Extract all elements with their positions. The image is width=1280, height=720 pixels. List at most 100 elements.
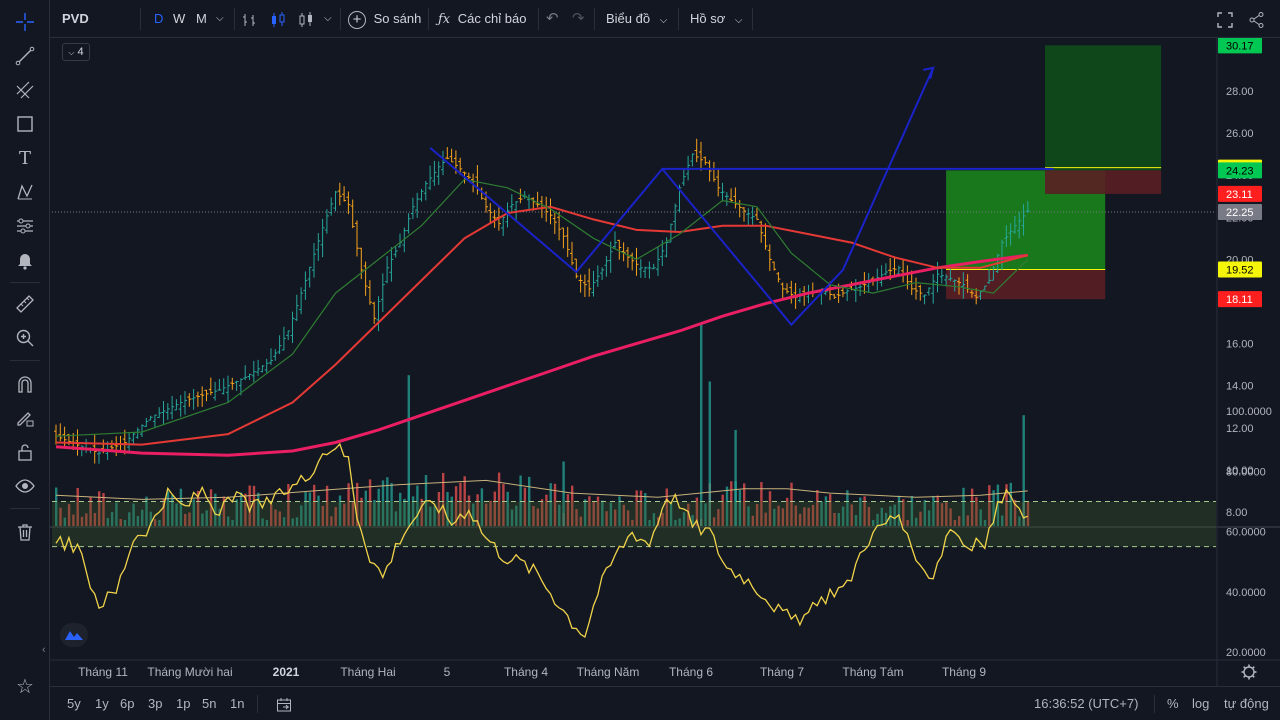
range-1m-button[interactable]: 1p — [176, 696, 191, 711]
zoom-icon[interactable] — [11, 324, 39, 352]
volume-bar — [497, 472, 501, 526]
volume-bar — [837, 513, 840, 526]
volume-bar — [859, 497, 862, 526]
profile-menu-button[interactable]: Hồ sơ ⌵ — [690, 0, 742, 38]
compare-button[interactable]: + So sánh — [348, 0, 421, 38]
indicators-button[interactable]: ƒx Các chỉ báo — [438, 0, 526, 38]
volume-bar — [747, 506, 750, 526]
volume-bar — [63, 517, 66, 526]
gear-tooth — [1251, 674, 1255, 678]
trash-icon[interactable] — [11, 518, 39, 546]
indicator-legend-toggle[interactable]: ⌵ 4 — [62, 43, 90, 61]
interval-dropdown-icon[interactable]: ⌵ — [216, 13, 224, 24]
crosshair-icon[interactable] — [11, 8, 39, 36]
volume-bar — [553, 483, 557, 526]
volume-bar — [76, 487, 79, 526]
rectangle-icon[interactable] — [11, 110, 39, 138]
symbol-label[interactable]: PVD — [62, 11, 89, 26]
price-badge — [1218, 162, 1262, 179]
magnet-icon[interactable] — [11, 370, 39, 398]
share-icon[interactable] — [1248, 0, 1266, 38]
lock-icon[interactable] — [11, 438, 39, 466]
volume-bar — [734, 429, 737, 526]
target-zone-2 — [1045, 45, 1162, 171]
text-icon[interactable]: T — [18, 147, 31, 169]
chevron-down-icon: ⌵ — [659, 15, 668, 26]
volume-bar — [1018, 516, 1021, 526]
eye-icon[interactable] — [11, 472, 39, 500]
volume-bar — [231, 520, 234, 526]
volume-bar — [751, 515, 754, 526]
volume-bar — [661, 512, 664, 526]
volume-bar — [502, 484, 505, 526]
forecast-icon[interactable] — [11, 212, 39, 240]
rsi-tick-label: 60.0000 — [1226, 527, 1266, 539]
range-5y-button[interactable]: 5y — [67, 696, 81, 711]
volume-bar — [588, 496, 591, 526]
volume-bar — [334, 507, 337, 526]
volume-bar — [472, 503, 475, 526]
collapse-arrow-icon[interactable]: ‹ — [42, 644, 46, 656]
undo-icon[interactable]: ↶ — [546, 10, 559, 27]
range-1y-button[interactable]: 1y — [95, 696, 109, 711]
interval-d-button[interactable]: D — [154, 11, 164, 26]
trend-arrowhead — [923, 66, 935, 80]
volume-bar — [803, 507, 806, 526]
log-scale-button[interactable]: log — [1192, 696, 1210, 711]
range-3m-button[interactable]: 3p — [148, 696, 163, 711]
range-5d-button[interactable]: 5n — [202, 696, 217, 711]
volume-bar — [777, 505, 780, 526]
volume-bar — [1009, 482, 1012, 526]
redo-icon[interactable]: ↷ — [572, 10, 585, 27]
goto-date-icon[interactable] — [276, 687, 292, 720]
pitchfork-icon[interactable] — [11, 76, 39, 104]
volume-bar — [549, 483, 552, 526]
ruler-icon[interactable] — [11, 290, 39, 318]
volume-bar — [308, 492, 312, 526]
settings-gear-icon[interactable] — [1241, 664, 1257, 680]
volume-bar — [166, 491, 170, 526]
bar-style-icon[interactable] — [242, 0, 258, 38]
percent-scale-button[interactable]: % — [1167, 696, 1179, 711]
auto-scale-button[interactable]: tự động — [1224, 696, 1269, 711]
interval-m-button[interactable]: M — [196, 11, 207, 26]
volume-bar — [222, 496, 226, 526]
volume-bar — [906, 520, 909, 526]
volume-bar — [618, 496, 621, 526]
volume-bar — [278, 511, 281, 526]
interval-w-button[interactable]: W — [173, 11, 186, 26]
star-icon[interactable]: ☆ — [16, 675, 34, 698]
alert-icon[interactable] — [11, 246, 39, 274]
range-6m-button[interactable]: 6p — [120, 696, 135, 711]
volume-bar — [141, 509, 144, 526]
volume-bar — [317, 495, 320, 526]
chart-type-dropdown-icon[interactable]: ⌵ — [324, 13, 332, 24]
volume-bar — [411, 496, 415, 526]
volume-bar — [992, 490, 995, 526]
rsi-band — [52, 501, 1216, 547]
gear-ring — [1243, 666, 1255, 678]
gear-tooth — [1251, 666, 1255, 670]
volume-bar — [996, 484, 1000, 526]
volume-bar — [145, 496, 148, 526]
fullscreen-icon[interactable] — [1216, 0, 1234, 38]
trendline-icon[interactable] — [11, 42, 39, 70]
volume-bar — [218, 508, 221, 526]
range-1d-button[interactable]: 1n — [230, 696, 245, 711]
volume-bar — [261, 518, 264, 526]
hollow-candle-icon[interactable] — [298, 0, 314, 38]
chart-menu-button[interactable]: Biểu đồ ⌵ — [606, 0, 667, 38]
price-tick-label: 14.00 — [1226, 381, 1254, 393]
lock-drawing-icon[interactable] — [11, 404, 39, 432]
candle-style-icon[interactable] — [270, 0, 286, 38]
volume-bar — [562, 461, 565, 526]
pattern-icon[interactable] — [11, 178, 39, 206]
x-tick-label: Tháng 9 — [942, 665, 986, 679]
clock-readout[interactable]: 16:36:52 (UTC+7) — [1034, 696, 1139, 711]
volume-bar — [480, 488, 484, 526]
volume-bar — [953, 520, 957, 526]
rsi-tick-label: 20.0000 — [1226, 647, 1266, 659]
toolbar-divider — [340, 8, 341, 30]
volume-bar — [368, 479, 372, 526]
